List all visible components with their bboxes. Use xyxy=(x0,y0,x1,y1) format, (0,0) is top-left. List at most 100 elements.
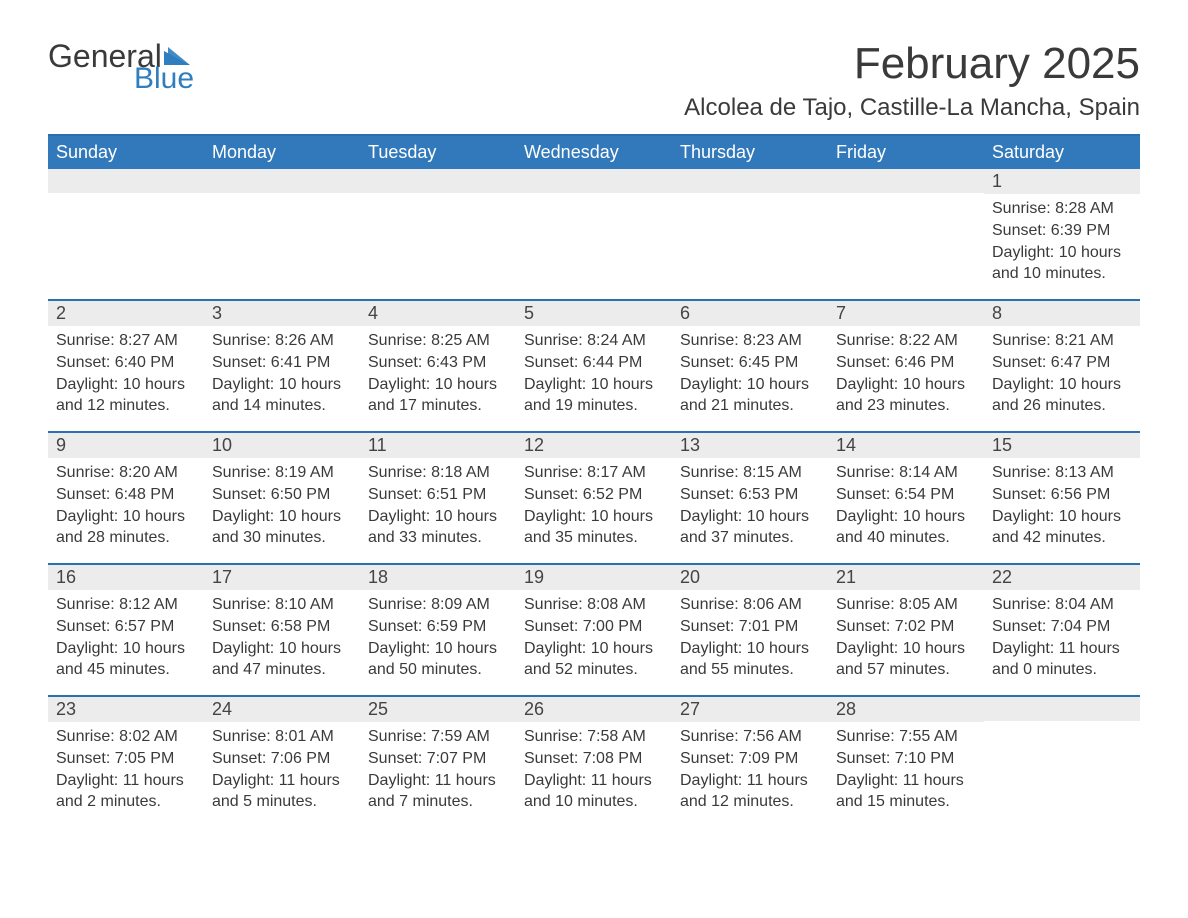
month-title: February 2025 xyxy=(684,40,1140,88)
day-cell: 5Sunrise: 8:24 AMSunset: 6:44 PMDaylight… xyxy=(516,301,672,431)
day-number xyxy=(516,169,672,193)
sunrise-text: Sunrise: 8:14 AM xyxy=(836,462,976,484)
sunset-text: Sunset: 6:51 PM xyxy=(368,484,508,506)
daylight-text: Daylight: 10 hours and 52 minutes. xyxy=(524,638,664,681)
day-number xyxy=(984,697,1140,721)
weekday-monday: Monday xyxy=(204,136,360,169)
daylight-text: Daylight: 10 hours and 37 minutes. xyxy=(680,506,820,549)
sunset-text: Sunset: 6:44 PM xyxy=(524,352,664,374)
day-cell: 14 Sunrise: 8:14 AMSunset: 6:54 PMDayligh… xyxy=(828,433,984,563)
day-number: 11 xyxy=(360,433,516,458)
day-number: 2 xyxy=(48,301,204,326)
day-number: 22 xyxy=(984,565,1140,590)
day-cell: 21Sunrise: 8:05 AMSunset: 7:02 PMDayligh… xyxy=(828,565,984,695)
day-cell: 18Sunrise: 8:09 AMSunset: 6:59 PMDayligh… xyxy=(360,565,516,695)
sunrise-text: Sunrise: 8:10 AM xyxy=(212,594,352,616)
sunset-text: Sunset: 6:43 PM xyxy=(368,352,508,374)
day-body: Sunrise: 8:01 AMSunset: 7:06 PMDaylight:… xyxy=(204,722,360,822)
daylight-text: Daylight: 10 hours and 55 minutes. xyxy=(680,638,820,681)
day-body xyxy=(828,193,984,207)
day-body: Sunrise: 8:06 AMSunset: 7:01 PMDaylight:… xyxy=(672,590,828,690)
day-body: Sunrise: 8:17 AMSunset: 6:52 PMDaylight:… xyxy=(516,458,672,558)
day-number: 10 xyxy=(204,433,360,458)
sunset-text: Sunset: 6:54 PM xyxy=(836,484,976,506)
daylight-text: Daylight: 10 hours and 23 minutes. xyxy=(836,374,976,417)
sunset-text: Sunset: 7:08 PM xyxy=(524,748,664,770)
day-cell: 19Sunrise: 8:08 AMSunset: 7:00 PMDayligh… xyxy=(516,565,672,695)
day-body: Sunrise: 8:04 AMSunset: 7:04 PMDaylight:… xyxy=(984,590,1140,690)
sunrise-text: Sunrise: 8:24 AM xyxy=(524,330,664,352)
day-number: 18 xyxy=(360,565,516,590)
sunset-text: Sunset: 6:57 PM xyxy=(56,616,196,638)
day-number: 26 xyxy=(516,697,672,722)
daylight-text: Daylight: 11 hours and 7 minutes. xyxy=(368,770,508,813)
day-cell: 22Sunrise: 8:04 AMSunset: 7:04 PMDayligh… xyxy=(984,565,1140,695)
sunset-text: Sunset: 6:53 PM xyxy=(680,484,820,506)
day-number: 24 xyxy=(204,697,360,722)
daylight-text: Daylight: 10 hours and 12 minutes. xyxy=(56,374,196,417)
sunrise-text: Sunrise: 8:12 AM xyxy=(56,594,196,616)
sunset-text: Sunset: 7:01 PM xyxy=(680,616,820,638)
sunset-text: Sunset: 6:58 PM xyxy=(212,616,352,638)
day-number xyxy=(672,169,828,193)
day-number: 14 xyxy=(828,433,984,458)
daylight-text: Daylight: 11 hours and 0 minutes. xyxy=(992,638,1132,681)
sunset-text: Sunset: 7:04 PM xyxy=(992,616,1132,638)
header: General Blue February 2025 Alcolea de Ta… xyxy=(48,40,1140,122)
day-number: 23 xyxy=(48,697,204,722)
day-cell: 20Sunrise: 8:06 AMSunset: 7:01 PMDayligh… xyxy=(672,565,828,695)
daylight-text: Daylight: 11 hours and 10 minutes. xyxy=(524,770,664,813)
sunset-text: Sunset: 6:47 PM xyxy=(992,352,1132,374)
sunrise-text: Sunrise: 8:09 AM xyxy=(368,594,508,616)
title-block: February 2025 Alcolea de Tajo, Castille-… xyxy=(684,40,1140,122)
daylight-text: Daylight: 10 hours and 40 minutes. xyxy=(836,506,976,549)
day-number: 8 xyxy=(984,301,1140,326)
sunset-text: Sunset: 6:41 PM xyxy=(212,352,352,374)
sunrise-text: Sunrise: 7:55 AM xyxy=(836,726,976,748)
sunrise-text: Sunrise: 8:23 AM xyxy=(680,330,820,352)
day-body xyxy=(360,193,516,207)
day-body: Sunrise: 8:26 AMSunset: 6:41 PMDaylight:… xyxy=(204,326,360,426)
day-number: 6 xyxy=(672,301,828,326)
day-body: Sunrise: 8:02 AMSunset: 7:05 PMDaylight:… xyxy=(48,722,204,822)
week-row: 9Sunrise: 8:20 AMSunset: 6:48 PMDaylight… xyxy=(48,431,1140,563)
day-number: 20 xyxy=(672,565,828,590)
weeks-container: 1Sunrise: 8:28 AMSunset: 6:39 PMDaylight… xyxy=(48,169,1140,827)
day-number: 17 xyxy=(204,565,360,590)
daylight-text: Daylight: 10 hours and 10 minutes. xyxy=(992,242,1132,285)
sunset-text: Sunset: 6:52 PM xyxy=(524,484,664,506)
day-cell: 3Sunrise: 8:26 AMSunset: 6:41 PMDaylight… xyxy=(204,301,360,431)
day-body: Sunrise: 8:25 AMSunset: 6:43 PMDaylight:… xyxy=(360,326,516,426)
daylight-text: Daylight: 10 hours and 45 minutes. xyxy=(56,638,196,681)
day-body: Sunrise: 8:08 AMSunset: 7:00 PMDaylight:… xyxy=(516,590,672,690)
sunrise-text: Sunrise: 8:27 AM xyxy=(56,330,196,352)
weekday-friday: Friday xyxy=(828,136,984,169)
sunrise-text: Sunrise: 8:20 AM xyxy=(56,462,196,484)
week-row: 16Sunrise: 8:12 AMSunset: 6:57 PMDayligh… xyxy=(48,563,1140,695)
day-cell xyxy=(516,169,672,299)
daylight-text: Daylight: 10 hours and 14 minutes. xyxy=(212,374,352,417)
sunset-text: Sunset: 7:09 PM xyxy=(680,748,820,770)
day-cell: 25Sunrise: 7:59 AMSunset: 7:07 PMDayligh… xyxy=(360,697,516,827)
daylight-text: Daylight: 10 hours and 42 minutes. xyxy=(992,506,1132,549)
sunset-text: Sunset: 7:07 PM xyxy=(368,748,508,770)
sunset-text: Sunset: 6:45 PM xyxy=(680,352,820,374)
day-body: Sunrise: 8:15 AMSunset: 6:53 PMDaylight:… xyxy=(672,458,828,558)
day-body: Sunrise: 8:28 AMSunset: 6:39 PMDaylight:… xyxy=(984,194,1140,294)
daylight-text: Daylight: 10 hours and 30 minutes. xyxy=(212,506,352,549)
day-cell: 15Sunrise: 8:13 AMSunset: 6:56 PMDayligh… xyxy=(984,433,1140,563)
day-number: 4 xyxy=(360,301,516,326)
day-body: Sunrise: 8:20 AMSunset: 6:48 PMDaylight:… xyxy=(48,458,204,558)
day-number: 15 xyxy=(984,433,1140,458)
day-body: Sunrise: 7:58 AMSunset: 7:08 PMDaylight:… xyxy=(516,722,672,822)
day-number: 5 xyxy=(516,301,672,326)
sunrise-text: Sunrise: 8:02 AM xyxy=(56,726,196,748)
weekday-sunday: Sunday xyxy=(48,136,204,169)
day-number: 3 xyxy=(204,301,360,326)
daylight-text: Daylight: 10 hours and 28 minutes. xyxy=(56,506,196,549)
sunrise-text: Sunrise: 8:19 AM xyxy=(212,462,352,484)
day-body: Sunrise: 8:22 AMSunset: 6:46 PMDaylight:… xyxy=(828,326,984,426)
day-body: Sunrise: 8:13 AMSunset: 6:56 PMDaylight:… xyxy=(984,458,1140,558)
day-number xyxy=(828,169,984,193)
sunrise-text: Sunrise: 8:21 AM xyxy=(992,330,1132,352)
